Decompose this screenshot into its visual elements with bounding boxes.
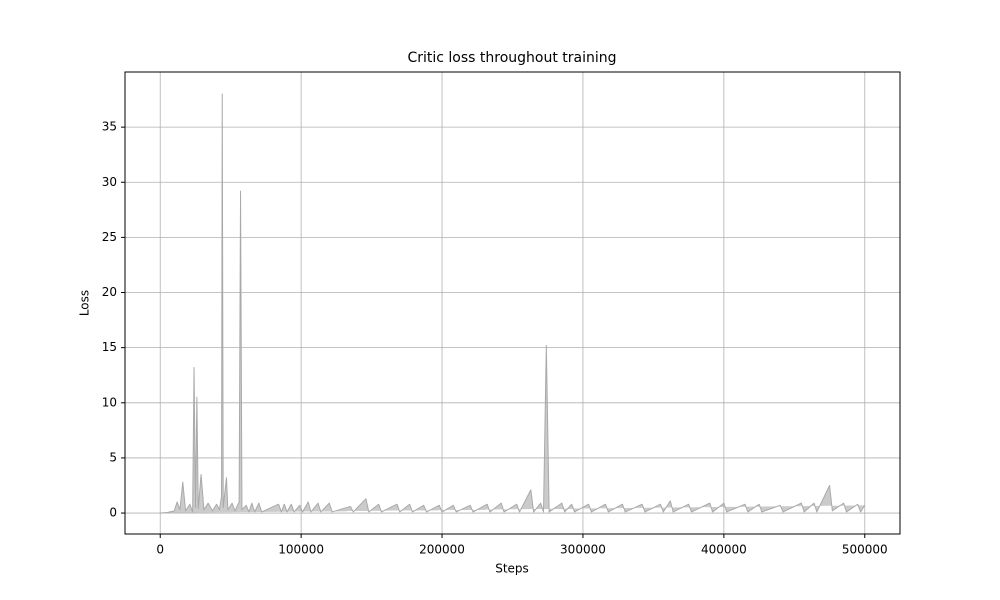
x-tick-label: 0 [156, 543, 164, 557]
x-tick-label: 300000 [560, 543, 606, 557]
x-axis-label: Steps [495, 562, 529, 576]
x-tick-label: 400000 [701, 543, 747, 557]
chart-title: Critic loss throughout training [407, 50, 616, 66]
y-tick-label: 0 [109, 506, 117, 520]
y-tick-label: 10 [102, 395, 117, 409]
loss-area [160, 93, 866, 514]
y-tick-label: 30 [102, 175, 117, 189]
y-tick-label: 35 [102, 120, 117, 134]
y-tick-label: 25 [102, 230, 117, 244]
y-axis-label: Loss [78, 290, 92, 316]
y-tick-label: 5 [109, 450, 117, 464]
y-tick-label: 20 [102, 285, 117, 299]
x-tick-label: 500000 [842, 543, 888, 557]
y-tick-label: 15 [102, 340, 117, 354]
plot-frame [124, 71, 901, 535]
x-tick-label: 100000 [278, 543, 324, 557]
x-tick-label: 200000 [419, 543, 465, 557]
